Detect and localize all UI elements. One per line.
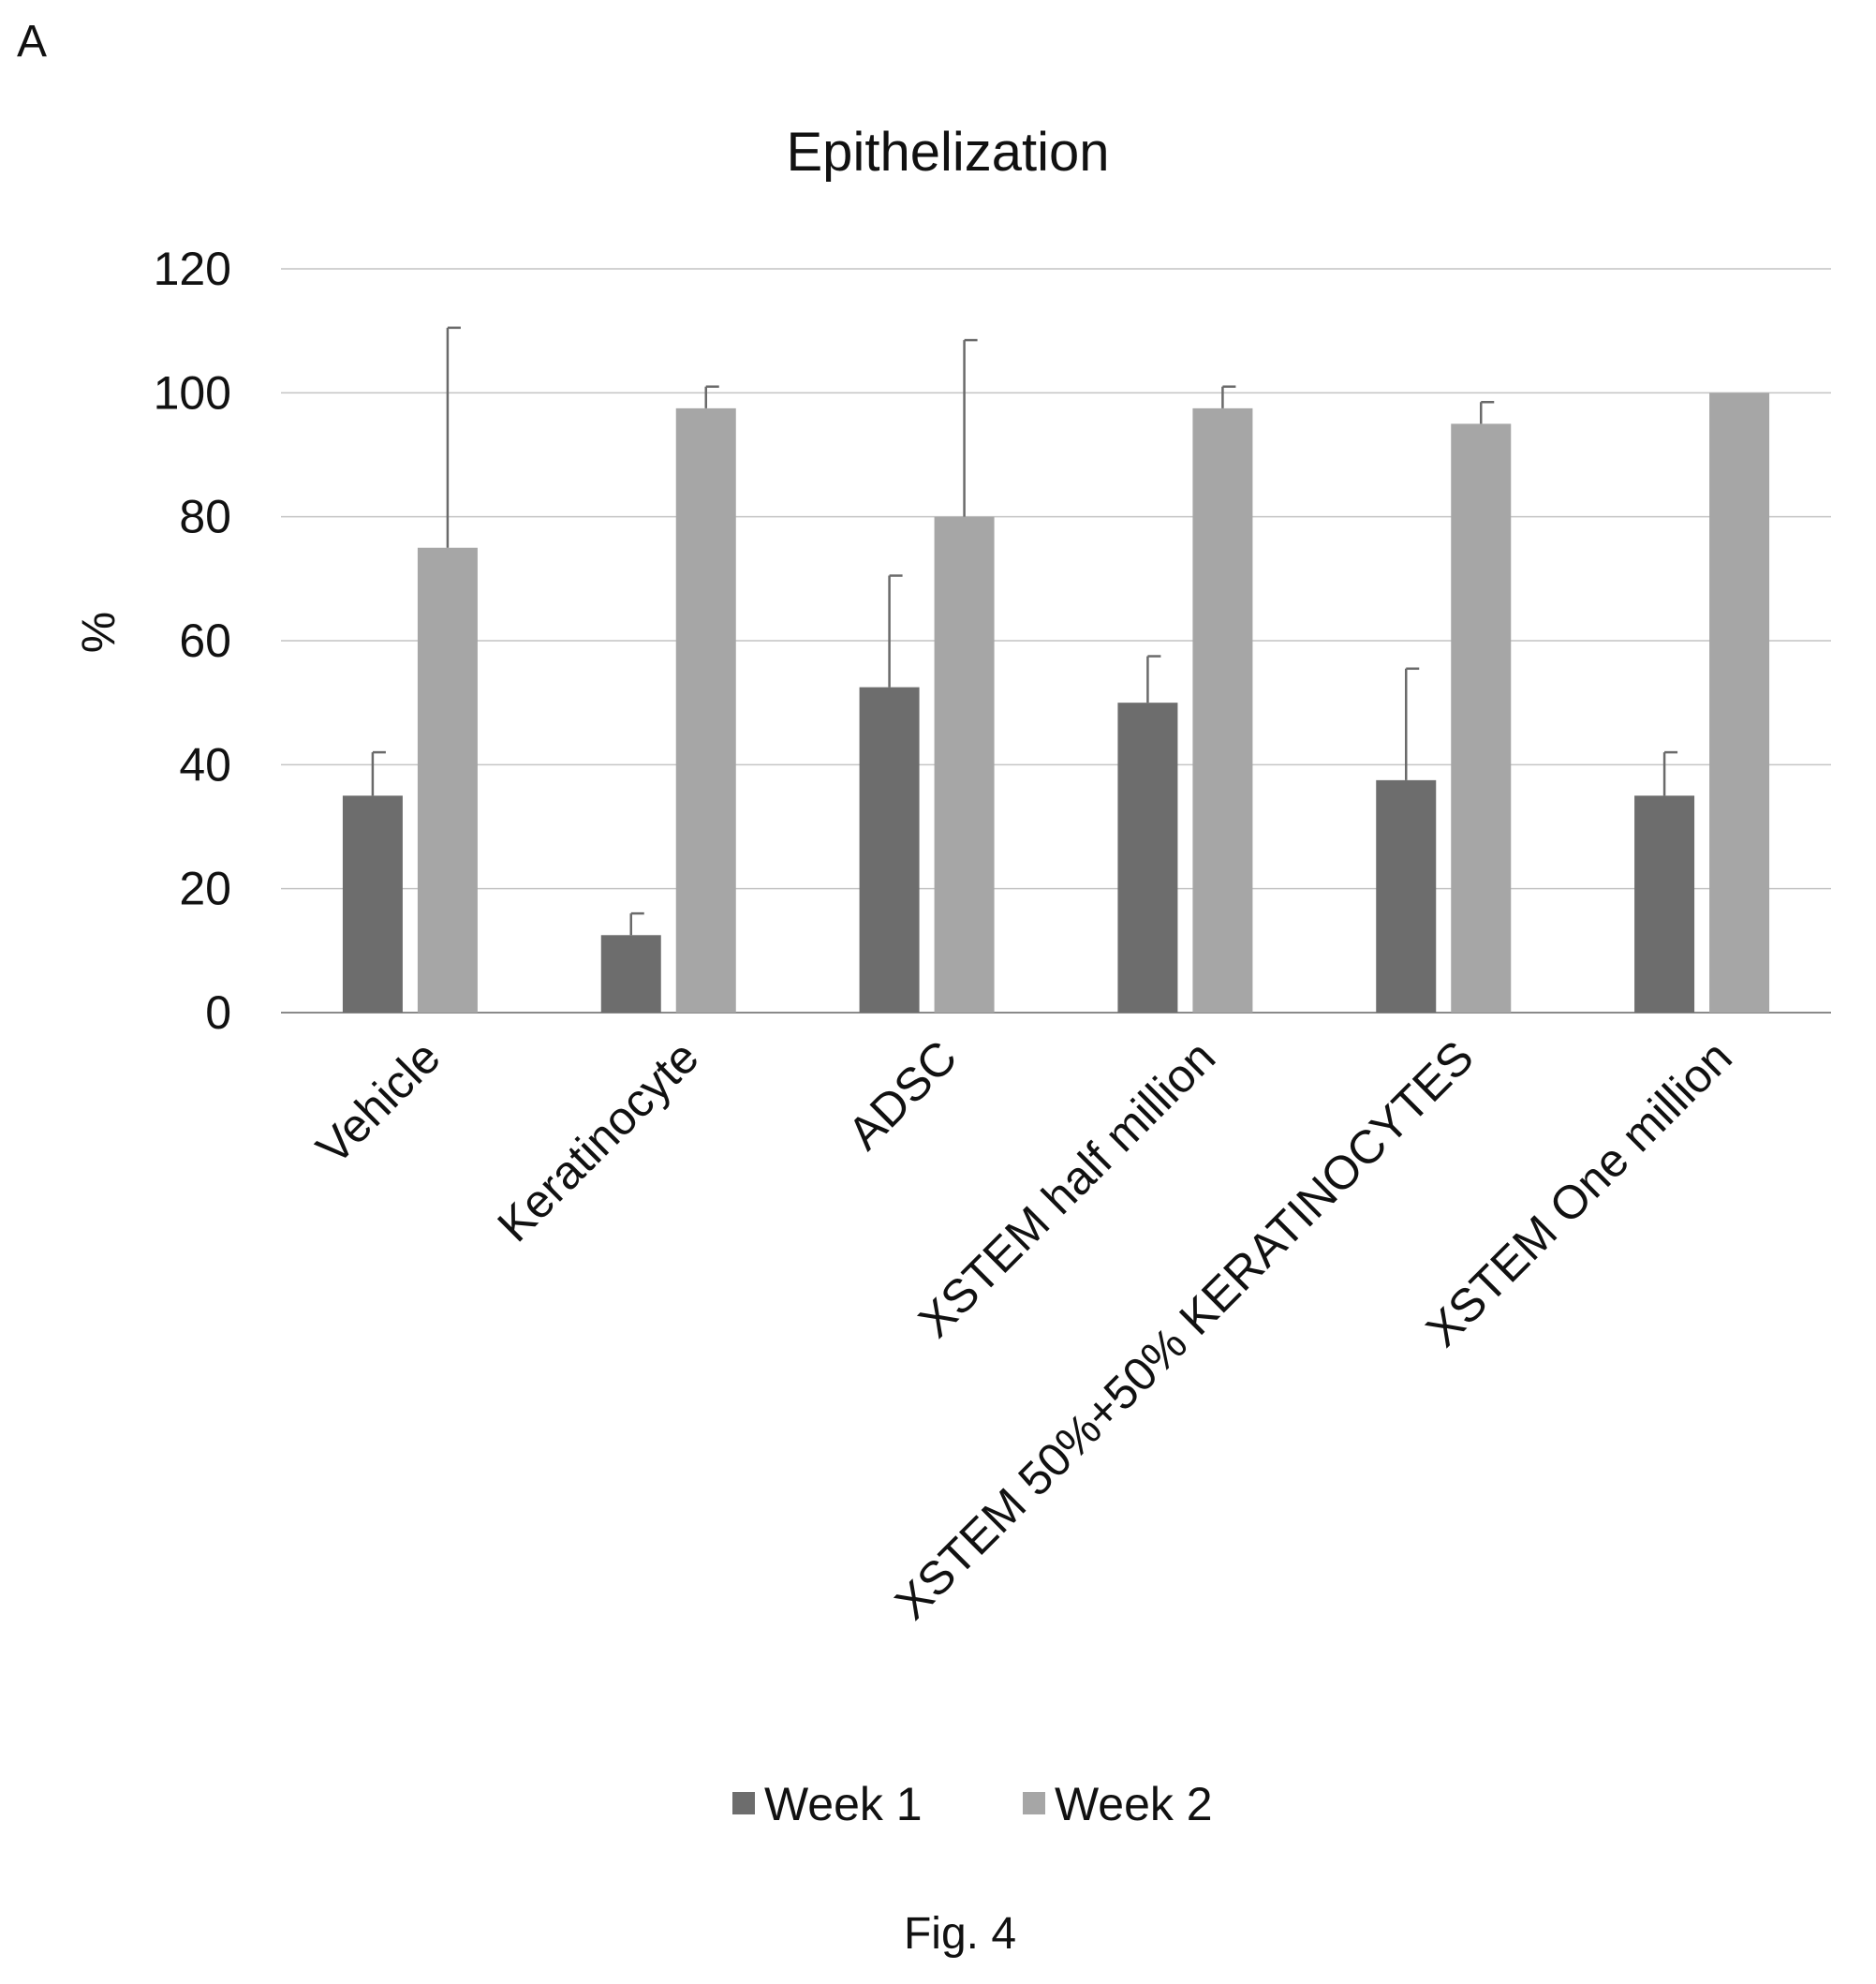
y-tick-label: 80 — [179, 491, 231, 543]
bars — [342, 392, 1770, 1014]
legend-swatch-1 — [732, 1792, 755, 1814]
bar-1-1 — [342, 795, 403, 1013]
legend-label-2: Week 2 — [1055, 1778, 1213, 1830]
y-axis-ticks: 0 20 40 60 80 100 120 — [154, 243, 231, 1039]
y-tick-label: 100 — [154, 366, 231, 419]
bar-2-6 — [1709, 392, 1770, 1013]
y-tick-label: 0 — [205, 986, 231, 1039]
y-tick-label: 40 — [179, 738, 231, 791]
gridlines — [281, 268, 1831, 1014]
bar-2-3 — [934, 516, 995, 1013]
error-bars — [371, 326, 1678, 936]
bar-1-2 — [600, 935, 661, 1013]
bar-1-3 — [859, 687, 920, 1013]
legend-label-1: Week 1 — [764, 1778, 923, 1830]
bar-2-2 — [675, 407, 736, 1013]
y-axis-label: % — [72, 612, 125, 653]
bar-2-5 — [1451, 423, 1512, 1014]
y-tick-label: 120 — [154, 243, 231, 295]
figure-caption: Fig. 4 — [904, 1909, 1016, 1959]
bar-1-5 — [1376, 779, 1437, 1013]
bar-1-4 — [1117, 703, 1178, 1013]
category-label-1: Vehicle — [306, 1030, 451, 1175]
category-label-5: XSTEM 50%+50% KERATINOCYTES — [885, 1030, 1484, 1629]
chart-title: Epithelization — [787, 122, 1110, 183]
category-label-3: ADSC — [838, 1030, 968, 1160]
bar-2-4 — [1192, 407, 1253, 1013]
bar-1-6 — [1634, 795, 1695, 1013]
y-tick-label: 20 — [179, 863, 231, 915]
y-tick-label: 60 — [179, 614, 231, 667]
category-label-2: Keratinocyte — [487, 1030, 708, 1251]
legend: Week 1 Week 2 — [732, 1778, 1213, 1830]
bar-2-1 — [417, 547, 478, 1013]
panel-label: A — [17, 17, 47, 67]
legend-swatch-2 — [1023, 1792, 1045, 1814]
